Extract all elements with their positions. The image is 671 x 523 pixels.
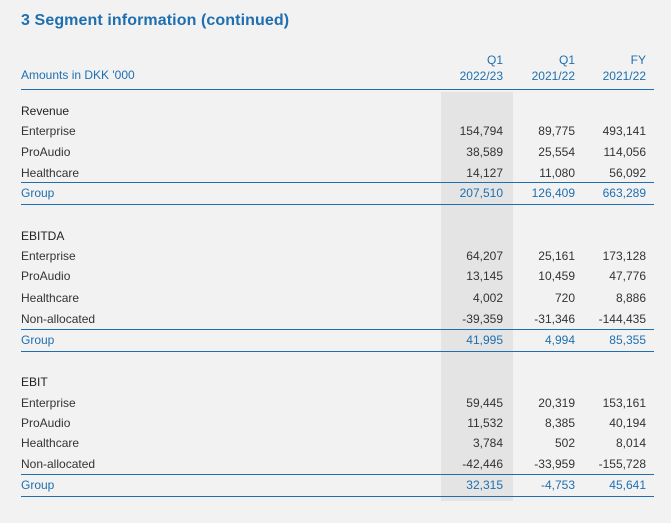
- column-header-year: 2022/23: [459, 69, 503, 83]
- cell-value: -155,728: [598, 457, 646, 471]
- group-divider: [21, 329, 654, 330]
- row-label: Non-allocated: [21, 457, 96, 471]
- cell-value: 85,355: [609, 333, 646, 347]
- cell-value: 720: [554, 291, 575, 305]
- cell-value: 45,641: [609, 478, 646, 492]
- cell-value: 154,794: [459, 124, 503, 138]
- row-label: Group: [21, 478, 55, 492]
- row-label: ProAudio: [21, 145, 71, 159]
- cell-value: 59,445: [466, 396, 503, 410]
- cell-value: 38,589: [466, 145, 503, 159]
- cell-value: 20,319: [538, 396, 575, 410]
- table-row: Enterprise 59,445 20,319 153,161: [0, 393, 671, 413]
- group-total-row: Group 32,315 -4,753 45,641: [0, 475, 671, 495]
- row-label: Group: [21, 186, 55, 200]
- cell-value: 47,776: [609, 269, 646, 283]
- row-label: Enterprise: [21, 124, 76, 138]
- section-heading-revenue: Revenue: [21, 104, 70, 118]
- row-label: Enterprise: [21, 249, 76, 263]
- cell-value: 14,127: [466, 166, 503, 180]
- page-title: 3 Segment information (continued): [21, 12, 290, 29]
- table-row: Enterprise 154,794 89,775 493,141: [0, 121, 671, 141]
- cell-value: 8,886: [615, 291, 646, 305]
- row-label: Healthcare: [21, 436, 80, 450]
- group-divider: [21, 182, 654, 183]
- cell-value: -31,346: [534, 312, 575, 326]
- group-divider: [21, 496, 654, 497]
- table-row: ProAudio 13,145 10,459 47,776: [0, 266, 671, 286]
- cell-value: 32,315: [466, 478, 503, 492]
- cell-value: 3,784: [472, 436, 503, 450]
- cell-value: 25,161: [538, 249, 575, 263]
- cell-value: 153,161: [602, 396, 646, 410]
- cell-value: 64,207: [466, 249, 503, 263]
- cell-value: 207,510: [459, 186, 503, 200]
- cell-value: 40,194: [609, 416, 646, 430]
- table-row: ProAudio 38,589 25,554 114,056: [0, 142, 671, 162]
- row-label: Healthcare: [21, 291, 80, 305]
- column-header-year: 2021/22: [602, 69, 646, 83]
- table-row: Non-allocated -42,446 -33,959 -155,728: [0, 454, 671, 474]
- row-label: ProAudio: [21, 269, 71, 283]
- column-header-fy-2021-22: FY 2021/22: [603, 52, 646, 84]
- cell-value: -33,959: [534, 457, 575, 471]
- column-header-year: 2021/22: [531, 69, 575, 83]
- units-label: Amounts in DKK '000: [21, 68, 135, 82]
- row-label: Group: [21, 333, 55, 347]
- table-row: ProAudio 11,532 8,385 40,194: [0, 413, 671, 433]
- cell-value: 10,459: [538, 269, 575, 283]
- cell-value: 13,145: [466, 269, 503, 283]
- column-header-period: Q1: [558, 53, 575, 67]
- cell-value: 11,532: [467, 416, 503, 430]
- table-row: Healthcare 14,127 11,080 56,092: [0, 163, 671, 183]
- cell-value: 126,409: [531, 186, 575, 200]
- group-total-row: Group 207,510 126,409 663,289: [0, 183, 671, 203]
- cell-value: 8,385: [544, 416, 575, 430]
- cell-value: 4,994: [544, 333, 575, 347]
- row-label: Non-allocated: [21, 312, 96, 326]
- group-total-row: Group 41,995 4,994 85,355: [0, 330, 671, 350]
- row-label: Healthcare: [21, 166, 80, 180]
- cell-value: 173,128: [602, 249, 646, 263]
- highlight-column-shade: [441, 92, 513, 501]
- cell-value: 502: [554, 436, 575, 450]
- cell-value: 56,092: [609, 166, 646, 180]
- cell-value: -39,359: [462, 312, 503, 326]
- column-header-q1-2022-23: Q1 2022/23: [460, 52, 503, 84]
- table-row: Non-allocated -39,359 -31,346 -144,435: [0, 309, 671, 329]
- column-header-period: FY: [630, 53, 646, 67]
- column-header-period: Q1: [486, 53, 503, 67]
- group-divider: [21, 204, 654, 205]
- section-heading-ebitda: EBITDA: [21, 229, 65, 243]
- cell-value: -4,753: [540, 478, 575, 492]
- cell-value: 25,554: [538, 145, 575, 159]
- cell-value: 663,289: [602, 186, 646, 200]
- cell-value: -42,446: [462, 457, 503, 471]
- table-row: Healthcare 3,784 502 8,014: [0, 433, 671, 453]
- group-divider: [21, 351, 654, 352]
- row-label: ProAudio: [21, 416, 71, 430]
- group-divider: [21, 474, 654, 475]
- cell-value: 114,056: [603, 145, 647, 159]
- table-row: Healthcare 4,002 720 8,886: [0, 288, 671, 308]
- cell-value: 493,141: [602, 124, 646, 138]
- cell-value: 41,995: [466, 333, 503, 347]
- row-label: Enterprise: [21, 396, 76, 410]
- cell-value: -144,435: [598, 312, 646, 326]
- cell-value: 11,080: [539, 166, 575, 180]
- column-header-q1-2021-22: Q1 2021/22: [532, 52, 575, 84]
- cell-value: 8,014: [615, 436, 646, 450]
- table-row: Enterprise 64,207 25,161 173,128: [0, 246, 671, 266]
- cell-value: 89,775: [538, 124, 575, 138]
- header-divider: [21, 89, 654, 90]
- section-heading-ebit: EBIT: [21, 375, 48, 389]
- cell-value: 4,002: [472, 291, 503, 305]
